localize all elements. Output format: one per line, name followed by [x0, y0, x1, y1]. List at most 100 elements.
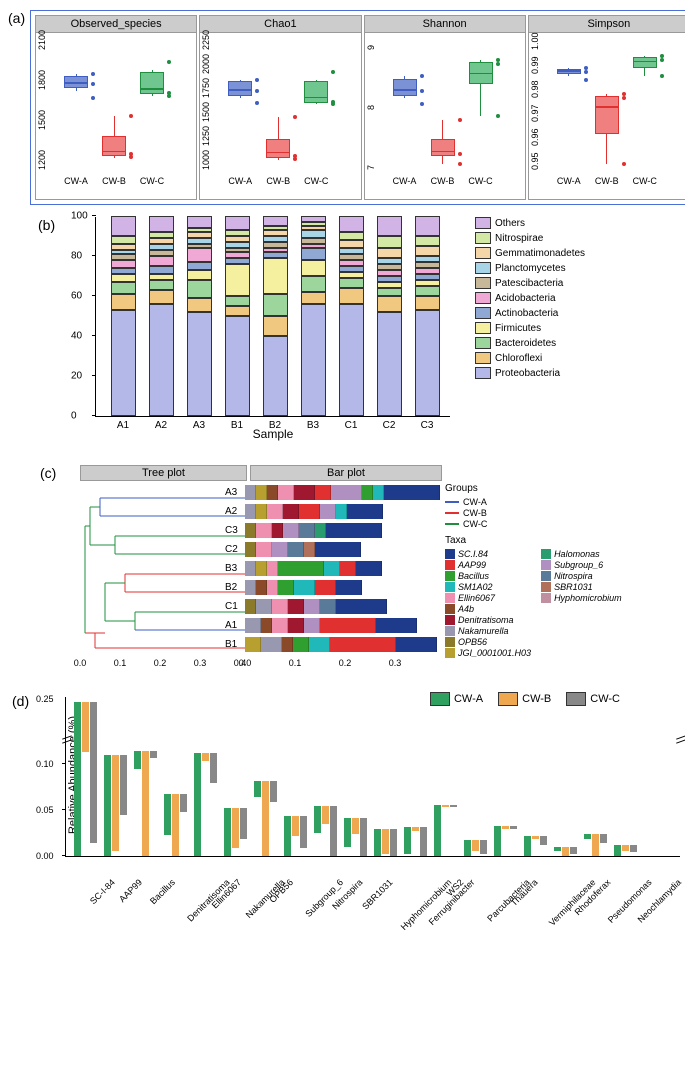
legend-swatch — [475, 232, 491, 244]
outlier-point — [293, 154, 297, 158]
taxa-segment — [315, 580, 336, 595]
bar-segment — [149, 266, 174, 274]
bar — [202, 753, 209, 760]
bar — [412, 827, 419, 832]
outlier-point — [458, 152, 462, 156]
xtick: A3 — [193, 420, 205, 431]
xtick: B3 — [307, 420, 319, 431]
bar-segment — [111, 216, 136, 236]
xtick: AAP99 — [117, 877, 144, 904]
legend-label: Denitratisoma — [458, 615, 514, 625]
legend-swatch — [475, 352, 491, 364]
box — [393, 79, 417, 96]
legend-label: A4b — [458, 604, 474, 614]
outlier-point — [331, 102, 335, 106]
row-label: C2 — [225, 544, 238, 555]
bar-segment — [339, 304, 364, 416]
xtick: CW-B — [266, 176, 290, 186]
panel-b: Relative Abundance (%) Sample 0204060801… — [10, 217, 685, 447]
bar — [180, 794, 187, 812]
bar-segment — [377, 296, 402, 312]
taxa-legend-item: Halomonas — [541, 549, 622, 559]
taxa-bar — [245, 637, 437, 652]
box-title: Simpson — [529, 16, 685, 33]
legend-swatch — [475, 277, 491, 289]
xtick: CW-B — [595, 176, 619, 186]
bar-segment — [225, 264, 250, 296]
legend-label: Bacteroidetes — [495, 338, 556, 349]
ytick: 2100 — [37, 30, 47, 50]
legend-label: SC.I.84 — [458, 549, 488, 559]
boxplot-Observed_species: Observed_species1200150018002100CW-ACW-B… — [35, 15, 197, 200]
legend-swatch — [430, 692, 450, 706]
legend-swatch — [445, 593, 455, 603]
groups-title: Groups — [445, 483, 622, 494]
legend-item: Planctomycetes — [475, 262, 585, 274]
outlier-point — [91, 96, 95, 100]
legend-label: SM1A02 — [458, 582, 493, 592]
taxa-segment — [245, 618, 261, 633]
taxa-segment — [309, 637, 330, 652]
bar — [472, 840, 479, 851]
bar — [322, 806, 329, 824]
taxa-legend-item: AAP99 — [445, 560, 531, 570]
box — [304, 81, 328, 103]
taxa-bar — [245, 618, 417, 633]
bar — [382, 829, 389, 855]
bar — [90, 702, 97, 843]
ytick: 0.25 — [36, 694, 54, 704]
legend-label: Others — [495, 218, 525, 229]
taxa-bar — [245, 523, 382, 538]
ytick: 1250 — [201, 126, 211, 146]
legend-label: OPB56 — [458, 637, 487, 647]
xtick: B1 — [231, 420, 243, 431]
bar — [240, 808, 247, 838]
box — [633, 57, 657, 68]
bar-segment — [301, 260, 326, 276]
bar-segment — [263, 336, 288, 416]
bar-segment — [149, 256, 174, 266]
taxa-segment — [267, 580, 278, 595]
ytick: 0.96 — [530, 128, 540, 146]
bar-segment — [187, 248, 212, 262]
legend-line — [445, 523, 459, 525]
taxa-legend-item: A4b — [445, 604, 531, 614]
ytick: 2250 — [201, 30, 211, 50]
bar-group — [464, 840, 487, 857]
taxa-segment — [384, 485, 440, 500]
outlier-point — [293, 157, 297, 161]
bar — [330, 806, 337, 856]
outlier-point — [420, 89, 424, 93]
row-label: B3 — [225, 563, 237, 574]
legend-swatch — [445, 582, 455, 592]
bar — [434, 805, 441, 856]
xtick: CW-B — [102, 176, 126, 186]
taxa-segment — [340, 561, 356, 576]
legend-item: Gemmatimonadetes — [475, 247, 585, 259]
bar-segment — [415, 236, 440, 246]
box — [140, 72, 164, 95]
taxa-segment — [376, 618, 417, 633]
outlier-point — [458, 162, 462, 166]
outlier-point — [167, 94, 171, 98]
outlier-point — [584, 78, 588, 82]
ytick: 2000 — [201, 54, 211, 74]
bar — [374, 829, 381, 857]
bar-segment — [339, 240, 364, 248]
boxplot-Chao1: Chao1100012501500175020002250CW-ACW-BCW-… — [199, 15, 361, 200]
xtick: C2 — [383, 420, 396, 431]
legend-label: Proteobacteria — [495, 368, 560, 379]
legend-label: Bacillus — [458, 571, 489, 581]
bar — [570, 847, 577, 854]
legend-swatch — [445, 637, 455, 647]
taxa-segment — [315, 542, 361, 557]
taxa-segment — [278, 561, 324, 576]
bar-segment — [415, 246, 440, 256]
bar-segment — [301, 230, 326, 238]
outlier-point — [458, 118, 462, 122]
box — [102, 136, 126, 155]
bar — [360, 818, 367, 857]
boxplot-Shannon: Shannon789CW-ACW-BCW-C — [364, 15, 526, 200]
bar-segment — [263, 258, 288, 294]
bar — [210, 753, 217, 782]
